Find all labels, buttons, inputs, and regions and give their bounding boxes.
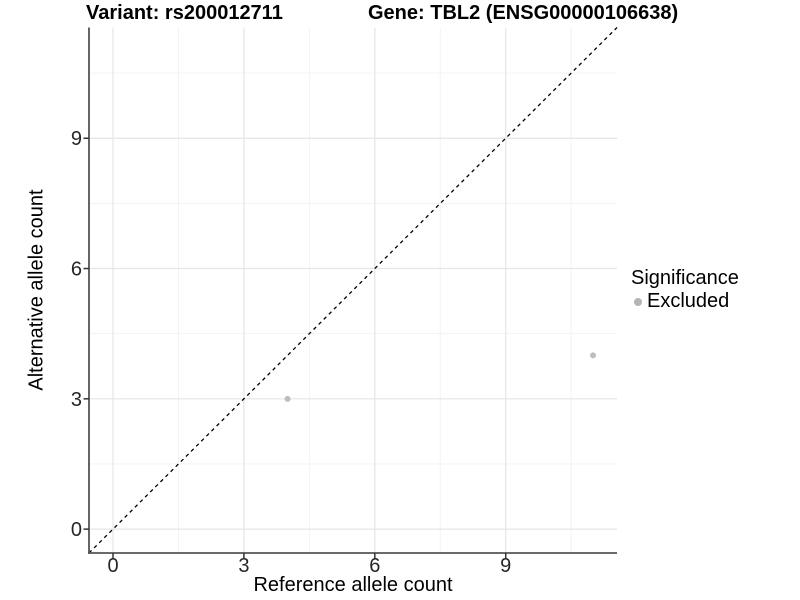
legend-title: Significance <box>631 267 739 289</box>
legend: Significance Excluded <box>631 267 739 313</box>
legend-dot-icon <box>634 297 642 306</box>
y-axis-title: Alternative allele count <box>25 189 48 391</box>
y-tick-label: 6 <box>71 259 82 281</box>
x-tick-label: 0 <box>107 555 118 577</box>
legend-item-label: Excluded <box>647 290 730 312</box>
y-tick-label: 9 <box>71 128 82 150</box>
y-tick-label: 3 <box>71 389 82 411</box>
legend-item-excluded: Excluded <box>631 290 739 313</box>
data-point <box>590 352 596 359</box>
chart-title-gene: Gene: TBL2 (ENSG00000106638) <box>368 2 679 24</box>
data-point <box>284 395 291 402</box>
chart-title-variant: Variant: rs200012711 <box>86 2 283 24</box>
x-tick-label: 9 <box>500 555 511 577</box>
y-tick-label: 0 <box>71 519 82 541</box>
x-tick-label: 3 <box>238 555 249 577</box>
identity-line <box>88 27 618 554</box>
x-tick-label: 6 <box>369 555 380 577</box>
x-axis-title: Reference allele count <box>253 574 453 596</box>
